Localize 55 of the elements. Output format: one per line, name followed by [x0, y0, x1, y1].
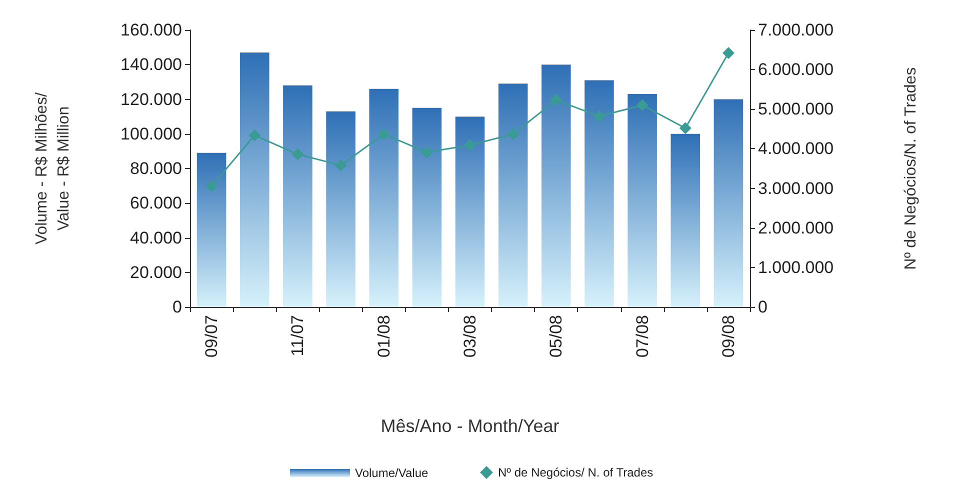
y-tick-label: 0: [172, 298, 182, 316]
x-tick-label: 09/08: [718, 315, 738, 358]
bar: [498, 84, 528, 307]
x-axis-title: Mês/Ano - Month/Year: [380, 416, 560, 436]
y-tick-label: 60.000: [130, 194, 182, 213]
point: [507, 128, 520, 140]
x-tick-label: 03/08: [460, 315, 480, 358]
bar: [542, 64, 571, 307]
bar: [369, 88, 398, 307]
point: [464, 139, 476, 152]
point: [550, 94, 562, 106]
y2-tick-label: 7.000.000: [758, 20, 834, 40]
y-axis-title: Volume - R$ Milhões/ Value - R$ Million: [34, 92, 72, 245]
x-tick-label: 01/08: [374, 315, 394, 358]
point: [334, 159, 347, 172]
y-tick-label: 80.000: [130, 159, 182, 178]
y2-tick-label: 1.000.000: [758, 258, 834, 277]
y2-tick-label: 3.000.000: [758, 178, 834, 198]
x-tick-label: 09/07: [202, 315, 222, 358]
point: [593, 110, 606, 122]
bar: [196, 152, 226, 307]
y-tick-label: 20.000: [130, 262, 182, 282]
y-tick-label: 100.000: [120, 124, 182, 144]
point: [722, 46, 734, 59]
bar: [628, 94, 657, 307]
point: [420, 146, 433, 158]
y2-axis-title: Nº de Negócios/N. of Trades: [902, 67, 920, 270]
point: [378, 128, 390, 140]
legend-label: Volume/Value: [355, 466, 428, 480]
y-tick-label: 120.000: [120, 90, 182, 109]
y2-tick-label: 0: [758, 298, 768, 316]
y-tick-label: 40.000: [130, 228, 182, 248]
bar: [455, 116, 485, 307]
bar: [412, 108, 442, 307]
bar: [240, 52, 270, 307]
point: [636, 99, 648, 112]
bar: [584, 80, 614, 307]
bar: [283, 85, 312, 307]
y-tick-label: 160.000: [120, 20, 182, 40]
bar: [670, 134, 700, 307]
point: [679, 122, 692, 134]
y2-tick-label: 5.000.000: [758, 100, 834, 119]
point: [206, 180, 218, 192]
bar: [326, 111, 356, 307]
y2-tick-label: 4.000.000: [758, 139, 834, 158]
x-tick-label: 07/08: [632, 315, 652, 358]
bar: [714, 99, 744, 307]
x-tick-label: 11/07: [288, 315, 308, 356]
point: [292, 148, 304, 160]
y2-tick-label: 2.000.000: [758, 218, 834, 238]
point: [248, 129, 261, 142]
y2-tick-label: 6.000.000: [758, 60, 834, 80]
legend-label: Nº de Negócios/ N. of Trades: [498, 466, 654, 480]
y-tick-label: 140.000: [120, 55, 182, 74]
x-tick-label: 05/08: [546, 315, 566, 358]
